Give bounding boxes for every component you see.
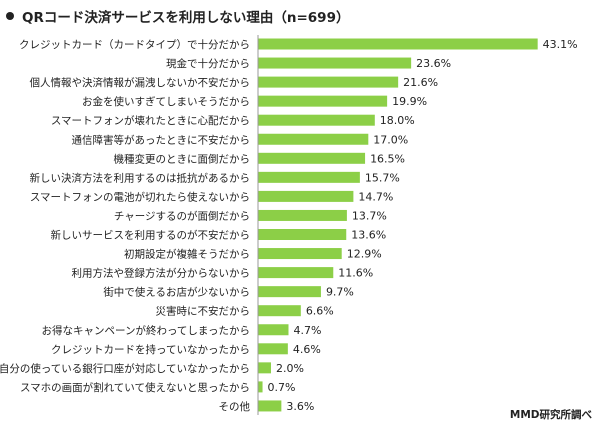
chart-title-row: QRコード決済サービスを利用しない理由（n=699） xyxy=(6,6,349,26)
category-label: お得なキャンペーンが終わってしまったから xyxy=(41,324,250,337)
category-label: 新しい決済方法を利用するのは抵抗があるから xyxy=(30,171,251,184)
bar xyxy=(258,133,369,145)
bar xyxy=(258,57,412,69)
value-label: 0.7% xyxy=(268,381,296,394)
category-label: 現金で十分だから xyxy=(166,57,250,70)
category-label: 通信障害等があったときに不安だから xyxy=(72,133,251,146)
value-label: 21.6% xyxy=(403,76,438,89)
value-label: 4.6% xyxy=(293,343,321,356)
value-label: 11.6% xyxy=(338,267,373,280)
category-label: チャージするのが面倒だから xyxy=(114,209,250,222)
value-label: 23.6% xyxy=(416,57,451,70)
source-credit: MMD研究所調べ xyxy=(509,409,592,421)
bar xyxy=(258,286,321,298)
value-label: 43.1% xyxy=(543,38,578,51)
value-label: 18.0% xyxy=(380,114,415,127)
category-label: クレジットカード（カードタイプ）で十分だから xyxy=(19,38,250,51)
bar xyxy=(258,267,334,279)
category-label: 機種変更のときに面倒だから xyxy=(114,152,251,165)
bar xyxy=(258,343,288,355)
bar xyxy=(258,38,538,50)
bar xyxy=(258,190,354,202)
chart-title: QRコード決済サービスを利用しない理由（n=699） xyxy=(22,10,350,26)
value-label: 17.0% xyxy=(373,133,408,146)
bar xyxy=(258,248,342,260)
bar xyxy=(258,171,360,183)
category-label: 災害時に不安だから xyxy=(156,305,251,318)
category-label: クレジットカードを持っていなかったから xyxy=(51,343,250,356)
bar xyxy=(258,209,347,221)
bar xyxy=(258,324,289,336)
category-label: その他 xyxy=(219,400,251,413)
value-label: 9.7% xyxy=(326,286,354,299)
category-label: 自分の使っている銀行口座が対応していなかったから xyxy=(0,362,250,375)
category-label: スマートフォンが壊れたときに心配だから xyxy=(51,114,250,127)
category-label: 新しいサービスを利用するのが不安だから xyxy=(51,229,251,242)
value-label: 14.7% xyxy=(358,190,393,203)
bar xyxy=(258,76,399,88)
bar xyxy=(258,305,301,317)
category-label: 初期設定が複雑そうだから xyxy=(124,248,250,261)
value-label: 16.5% xyxy=(370,152,405,165)
category-label: お金を使いすぎてしまいそうだから xyxy=(82,95,250,108)
value-label: 6.6% xyxy=(306,305,334,318)
value-label: 13.7% xyxy=(352,209,387,222)
category-label: 個人情報や決済情報が漏洩しないか不安だから xyxy=(30,76,251,89)
bar xyxy=(258,95,388,107)
bar xyxy=(258,362,271,374)
category-label: 街中で使えるお店が少ないから xyxy=(103,286,250,299)
value-label: 4.7% xyxy=(293,324,321,337)
bar xyxy=(258,229,347,240)
value-label: 2.0% xyxy=(276,362,304,375)
category-label: スマホの画面が割れていて使えないと思ったから xyxy=(20,381,250,394)
value-label: 13.6% xyxy=(351,229,386,242)
value-label: 19.9% xyxy=(392,95,427,108)
bar xyxy=(258,152,366,164)
value-label: 3.6% xyxy=(286,400,314,413)
value-label: 15.7% xyxy=(365,171,400,184)
bar xyxy=(258,381,263,393)
category-label: スマートフォンの電池が切れたら使えないから xyxy=(30,190,250,203)
bar xyxy=(258,400,282,412)
category-label: 利用方法や登録方法が分からないから xyxy=(72,267,251,280)
bar xyxy=(258,114,375,126)
title-bullet-icon xyxy=(6,12,14,20)
value-label: 12.9% xyxy=(347,248,382,261)
